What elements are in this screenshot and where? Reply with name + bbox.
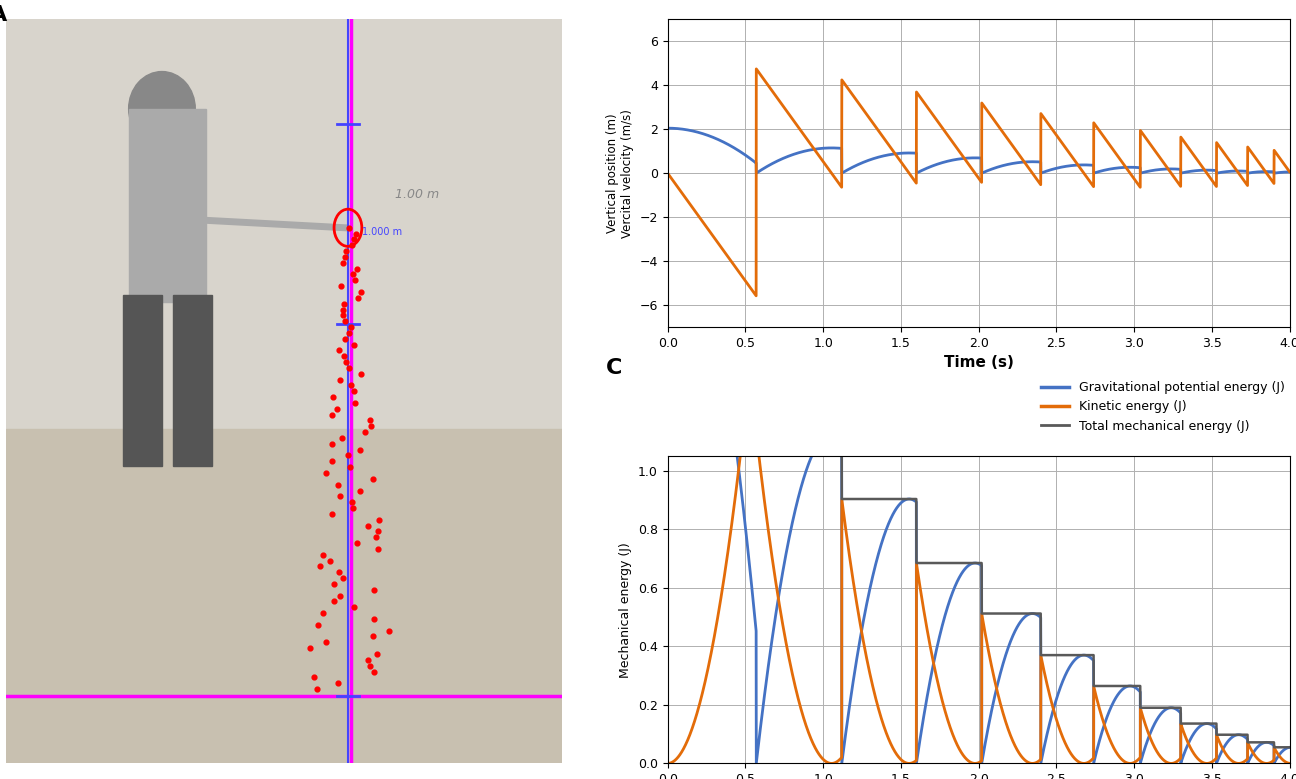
- Point: [306, 682, 327, 696]
- Text: 1.00 m: 1.00 m: [395, 188, 439, 201]
- Point: [314, 607, 334, 619]
- Bar: [6, 19, 561, 428]
- Bar: [128, 109, 206, 302]
- Point: [351, 286, 372, 298]
- Point: [346, 227, 367, 240]
- Point: [343, 385, 364, 397]
- Point: [362, 630, 382, 643]
- Point: [332, 432, 353, 444]
- Point: [321, 455, 342, 467]
- Point: [328, 566, 349, 579]
- Point: [327, 403, 347, 415]
- Point: [378, 625, 399, 637]
- Point: [333, 303, 354, 315]
- Point: [345, 397, 365, 409]
- Point: [327, 478, 347, 491]
- Point: [332, 309, 353, 322]
- Point: [341, 379, 362, 392]
- Ellipse shape: [128, 72, 196, 146]
- Point: [336, 245, 356, 257]
- Bar: [6, 428, 561, 763]
- Bar: [174, 294, 213, 466]
- Point: [336, 315, 356, 327]
- Point: [323, 391, 343, 404]
- Point: [343, 502, 364, 514]
- Point: [341, 321, 362, 333]
- Point: [336, 356, 356, 368]
- Point: [316, 467, 337, 479]
- Point: [346, 537, 367, 549]
- Text: A: A: [0, 5, 6, 25]
- Point: [333, 350, 354, 362]
- Point: [328, 677, 349, 689]
- Point: [360, 660, 381, 672]
- Point: [342, 239, 363, 252]
- Point: [345, 274, 365, 287]
- Point: [350, 368, 371, 380]
- Point: [365, 531, 386, 544]
- Point: [347, 291, 368, 304]
- Point: [343, 233, 364, 245]
- Point: [333, 256, 354, 269]
- Point: [320, 555, 341, 567]
- Point: [329, 344, 350, 357]
- Point: [358, 654, 378, 666]
- Point: [362, 420, 382, 432]
- Point: [350, 443, 371, 456]
- Point: [362, 473, 382, 485]
- Point: [299, 642, 320, 654]
- Point: [340, 221, 360, 234]
- Point: [343, 338, 364, 351]
- Point: [334, 333, 355, 345]
- Y-axis label: Mechanical energy (J): Mechanical energy (J): [619, 542, 632, 678]
- Point: [330, 590, 351, 602]
- Y-axis label: Vertical position (m)
Vercital velocity (m/s): Vertical position (m) Vercital velocity …: [607, 109, 634, 238]
- Point: [324, 595, 345, 608]
- Point: [324, 578, 345, 590]
- Point: [347, 263, 368, 275]
- Point: [340, 461, 360, 474]
- Point: [354, 426, 375, 439]
- Point: [330, 280, 351, 292]
- Point: [342, 268, 363, 280]
- Point: [333, 298, 354, 310]
- Point: [338, 361, 359, 374]
- Point: [342, 496, 363, 509]
- Point: [350, 485, 371, 497]
- Point: [364, 665, 385, 678]
- Point: [368, 513, 389, 526]
- Legend: Gravitational potential energy (J), Kinetic energy (J), Total mechanical energy : Gravitational potential energy (J), Kine…: [1036, 376, 1290, 438]
- Point: [307, 619, 328, 631]
- Text: C: C: [605, 358, 622, 378]
- Point: [314, 548, 334, 561]
- Point: [367, 648, 388, 661]
- Point: [360, 414, 381, 427]
- X-axis label: Time (s): Time (s): [943, 355, 1013, 370]
- Bar: [123, 294, 162, 466]
- Point: [364, 583, 385, 596]
- Point: [343, 601, 364, 614]
- Point: [358, 520, 378, 532]
- Point: [338, 326, 359, 339]
- Point: [321, 408, 342, 421]
- Point: [364, 613, 385, 626]
- Point: [333, 572, 354, 584]
- Point: [334, 251, 355, 263]
- Point: [368, 543, 389, 555]
- Point: [310, 560, 330, 573]
- Point: [329, 373, 350, 386]
- Point: [303, 671, 324, 684]
- Text: 1.000 m: 1.000 m: [362, 227, 402, 238]
- Point: [329, 490, 350, 502]
- Point: [337, 449, 358, 462]
- Point: [321, 508, 342, 520]
- Point: [316, 636, 337, 649]
- Point: [321, 438, 342, 450]
- Point: [368, 525, 389, 538]
